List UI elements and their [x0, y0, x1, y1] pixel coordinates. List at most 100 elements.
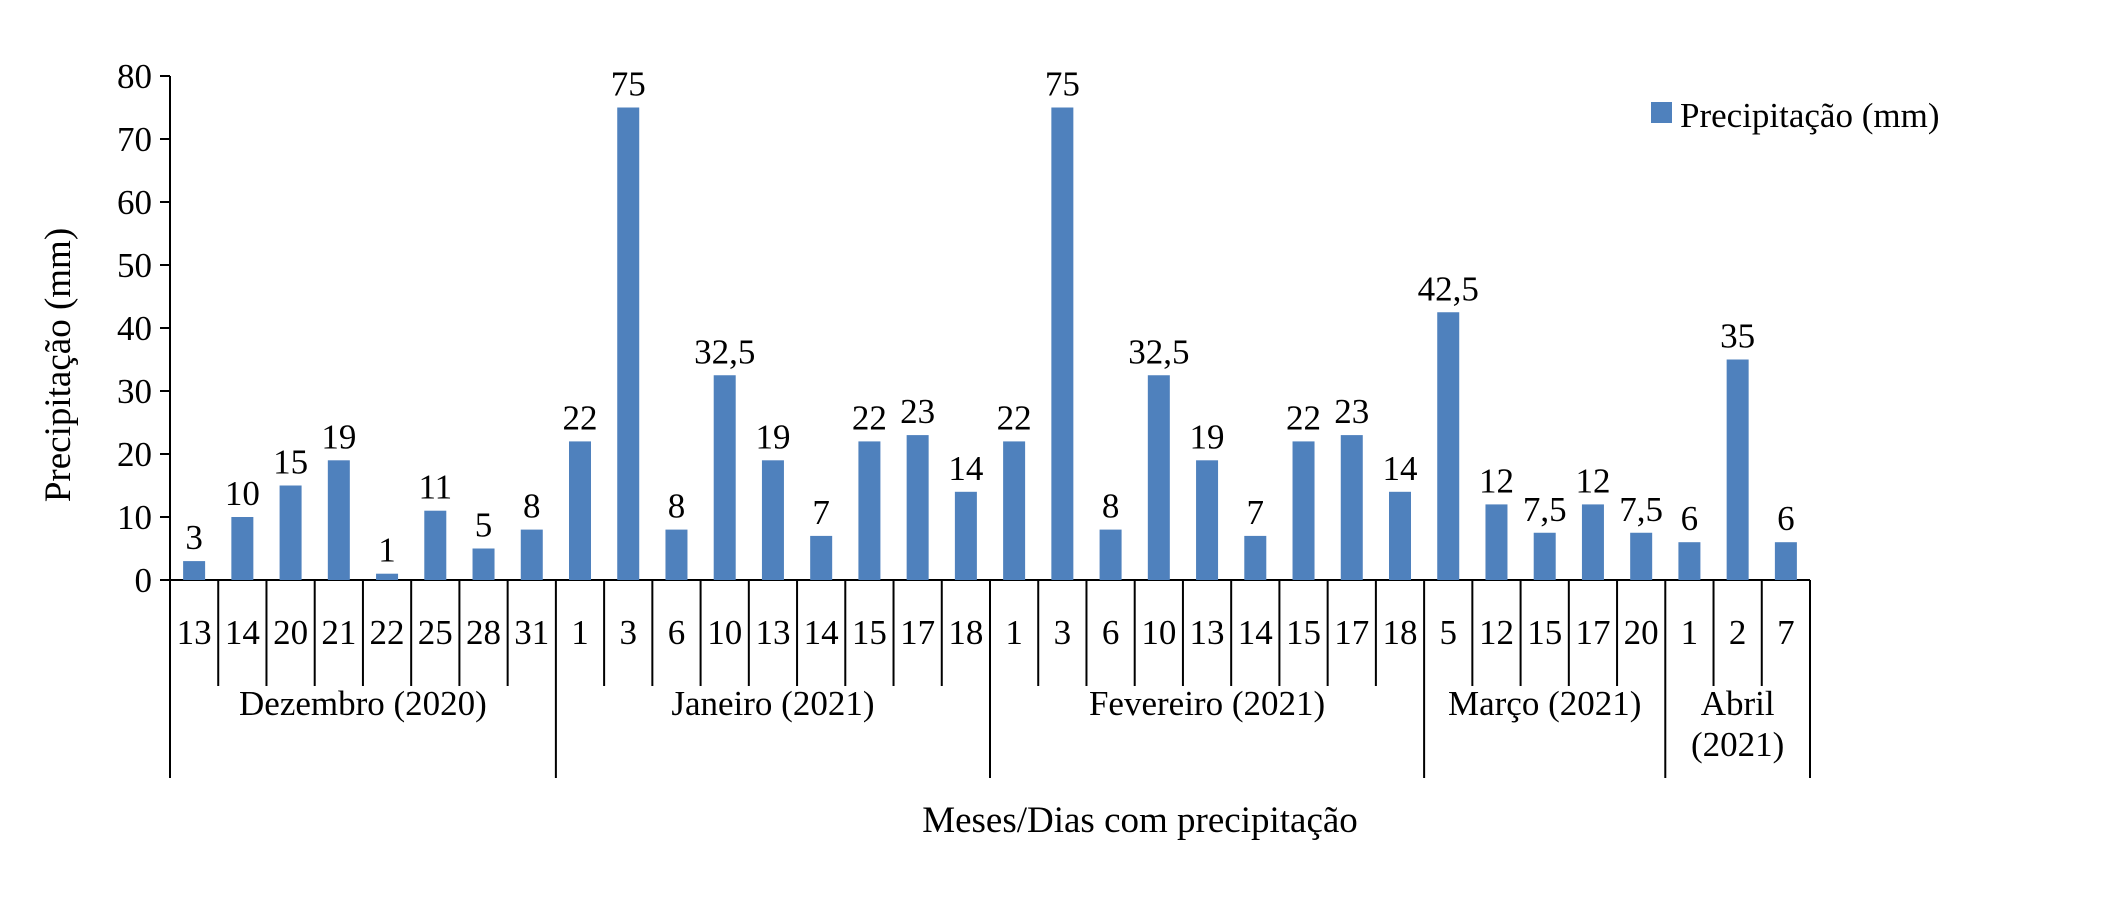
bar — [472, 548, 495, 580]
x-tick-label: 3 — [619, 613, 637, 652]
data-label: 7 — [1247, 493, 1265, 532]
data-label: 12 — [1575, 461, 1610, 500]
group-label: Dezembro (2020) — [239, 684, 487, 723]
bar — [858, 441, 881, 580]
y-axis-title: Precipitação (mm) — [38, 228, 79, 502]
data-label: 75 — [611, 65, 646, 104]
bar — [617, 107, 640, 580]
bar — [279, 485, 302, 580]
bars-layer — [183, 107, 1797, 580]
x-tick-label: 5 — [1439, 613, 1457, 652]
y-tick-label: 50 — [117, 246, 152, 285]
y-tick-label: 10 — [117, 498, 152, 537]
data-label: 22 — [852, 398, 887, 437]
bar — [1051, 107, 1074, 580]
data-label: 7,5 — [1619, 490, 1663, 529]
data-label: 10 — [225, 474, 260, 513]
bar — [231, 517, 254, 580]
axes-layer — [160, 75, 1811, 778]
data-label: 19 — [321, 417, 356, 456]
bar — [665, 529, 688, 580]
data-label: 15 — [273, 443, 308, 482]
x-tick-label: 13 — [1190, 613, 1225, 652]
bar — [1389, 491, 1411, 580]
x-tick-label: 1 — [1005, 613, 1023, 652]
bar — [1244, 535, 1267, 580]
x-tick-label: 13 — [755, 613, 790, 652]
bar — [569, 441, 591, 580]
bar — [1437, 312, 1460, 580]
data-label: 32,5 — [1128, 332, 1189, 371]
data-label: 42,5 — [1418, 269, 1479, 308]
data-label: 8 — [668, 487, 686, 526]
x-tick-label: 10 — [1141, 613, 1176, 652]
bar — [1774, 542, 1797, 580]
x-tick-label: 1 — [1681, 613, 1699, 652]
x-tick-label: 7 — [1777, 613, 1795, 652]
bar — [1003, 441, 1026, 580]
x-tick-label: 10 — [707, 613, 742, 652]
bar — [713, 375, 736, 580]
bar — [424, 510, 447, 580]
data-label: 19 — [1190, 417, 1225, 456]
x-tick-label: 6 — [668, 613, 686, 652]
data-label: 5 — [475, 506, 493, 545]
data-label: 8 — [523, 487, 541, 526]
x-tick-label: 3 — [1054, 613, 1072, 652]
data-label: 19 — [755, 417, 790, 456]
data-label: 6 — [1777, 499, 1795, 538]
x-tick-label: 20 — [273, 613, 308, 652]
x-tick-label: 14 — [1238, 613, 1273, 652]
bar — [1630, 532, 1653, 580]
data-label: 75 — [1045, 65, 1080, 104]
data-label: 22 — [997, 398, 1032, 437]
data-label: 23 — [1334, 392, 1369, 431]
bar — [183, 561, 206, 580]
bar — [1292, 441, 1315, 580]
x-tick-label: 25 — [418, 613, 453, 652]
bar — [376, 573, 399, 580]
data-label: 35 — [1720, 317, 1755, 356]
x-tick-label: 18 — [1383, 613, 1418, 652]
y-tick-label: 0 — [135, 561, 153, 600]
group-label: (2021) — [1691, 725, 1784, 764]
bar — [1581, 504, 1604, 580]
x-tick-label: 28 — [466, 613, 501, 652]
x-tick-label: 14 — [804, 613, 839, 652]
y-tick-label: 40 — [117, 309, 152, 348]
data-label: 3 — [185, 518, 203, 557]
group-label: Fevereiro (2021) — [1089, 684, 1325, 723]
bar — [1678, 542, 1701, 580]
x-tick-label: 12 — [1479, 613, 1514, 652]
data-label: 14 — [948, 449, 983, 488]
bar — [1196, 460, 1219, 580]
y-tick-label: 70 — [117, 120, 152, 159]
y-tick-label: 60 — [117, 183, 152, 222]
data-label: 23 — [900, 392, 935, 431]
y-tick-label: 30 — [117, 372, 152, 411]
data-label: 14 — [1383, 449, 1418, 488]
data-label: 7,5 — [1523, 490, 1567, 529]
y-tick-label: 20 — [117, 435, 152, 474]
bar — [1485, 504, 1508, 580]
data-label: 6 — [1681, 499, 1699, 538]
x-tick-label: 6 — [1102, 613, 1120, 652]
group-label: Abril — [1701, 684, 1775, 723]
labels-layer: 0102030405060708031310141520192112211255… — [117, 57, 1795, 764]
legend: Precipitação (mm) — [1651, 96, 1939, 135]
x-tick-label: 22 — [370, 613, 405, 652]
x-tick-label: 15 — [852, 613, 887, 652]
legend-swatch — [1651, 102, 1672, 123]
data-label: 22 — [1286, 398, 1321, 437]
x-tick-label: 15 — [1286, 613, 1321, 652]
group-label: Março (2021) — [1448, 684, 1641, 723]
group-label: Janeiro (2021) — [671, 684, 874, 723]
x-tick-label: 13 — [177, 613, 212, 652]
bar — [1147, 375, 1170, 580]
data-label: 7 — [812, 493, 830, 532]
bar — [520, 529, 543, 580]
bar — [954, 491, 977, 580]
x-tick-label: 2 — [1729, 613, 1747, 652]
x-tick-label: 18 — [948, 613, 983, 652]
